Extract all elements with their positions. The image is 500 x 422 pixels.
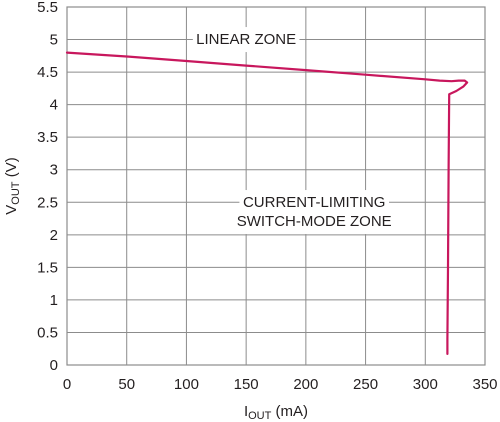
- grid: [67, 7, 485, 365]
- y-tick-label: 4.5: [37, 64, 58, 81]
- y-tick-label: 5: [50, 32, 58, 49]
- y-tick-label: 0: [50, 357, 58, 374]
- x-tick-label: 300: [413, 376, 438, 393]
- y-tick-label: 1.5: [37, 259, 58, 276]
- x-axis-label-main: I: [244, 403, 248, 420]
- y-tick-labels: 0 0.5 1 1.5 2 2.5 3 3.5 4 4.5 5 5.5: [37, 0, 58, 374]
- annotation-background: [239, 190, 390, 235]
- x-axis-label-unit: (mA): [271, 403, 308, 420]
- x-tick-label: 150: [234, 376, 259, 393]
- x-axis-label: IOUT (mA): [244, 403, 308, 422]
- x-tick-label: 200: [293, 376, 318, 393]
- annotation-text: CURRENT-LIMITING: [243, 194, 386, 211]
- x-tick-label: 100: [174, 376, 199, 393]
- y-tick-label: 2.5: [37, 194, 58, 211]
- y-axis-label-sub: OUT: [10, 181, 22, 205]
- y-tick-label: 2: [50, 227, 58, 244]
- y-tick-label: 0.5: [37, 324, 58, 341]
- plot-background: [67, 7, 485, 365]
- y-axis-label-main: V: [3, 205, 20, 215]
- y-tick-label: 3: [50, 162, 58, 179]
- y-tick-label: 5.5: [37, 0, 58, 16]
- annotations: LINEAR ZONE CURRENT-LIMITING SWITCH-MODE Z…: [192, 27, 392, 235]
- annotation-text: LINEAR ZONE: [196, 31, 296, 48]
- x-axis-label-sub: OUT: [248, 410, 272, 422]
- annotation-text: SWITCH-MODE ZONE: [237, 213, 392, 230]
- y-axis-label: VOUT (V): [3, 157, 22, 214]
- y-tick-label: 3.5: [37, 129, 58, 146]
- y-tick-label: 4: [50, 97, 58, 114]
- x-tick-labels: 0 50 100 150 200 250 300 350: [63, 376, 498, 393]
- y-tick-label: 1: [50, 292, 58, 309]
- x-tick-label: 50: [118, 376, 135, 393]
- y-axis-label-unit: (V): [3, 157, 20, 181]
- x-tick-label: 350: [472, 376, 497, 393]
- x-tick-label: 250: [353, 376, 378, 393]
- plot-frame: [66, 6, 486, 366]
- x-tick-label: 0: [63, 376, 71, 393]
- series-line: [65, 51, 469, 355]
- annotation-background: [192, 27, 300, 53]
